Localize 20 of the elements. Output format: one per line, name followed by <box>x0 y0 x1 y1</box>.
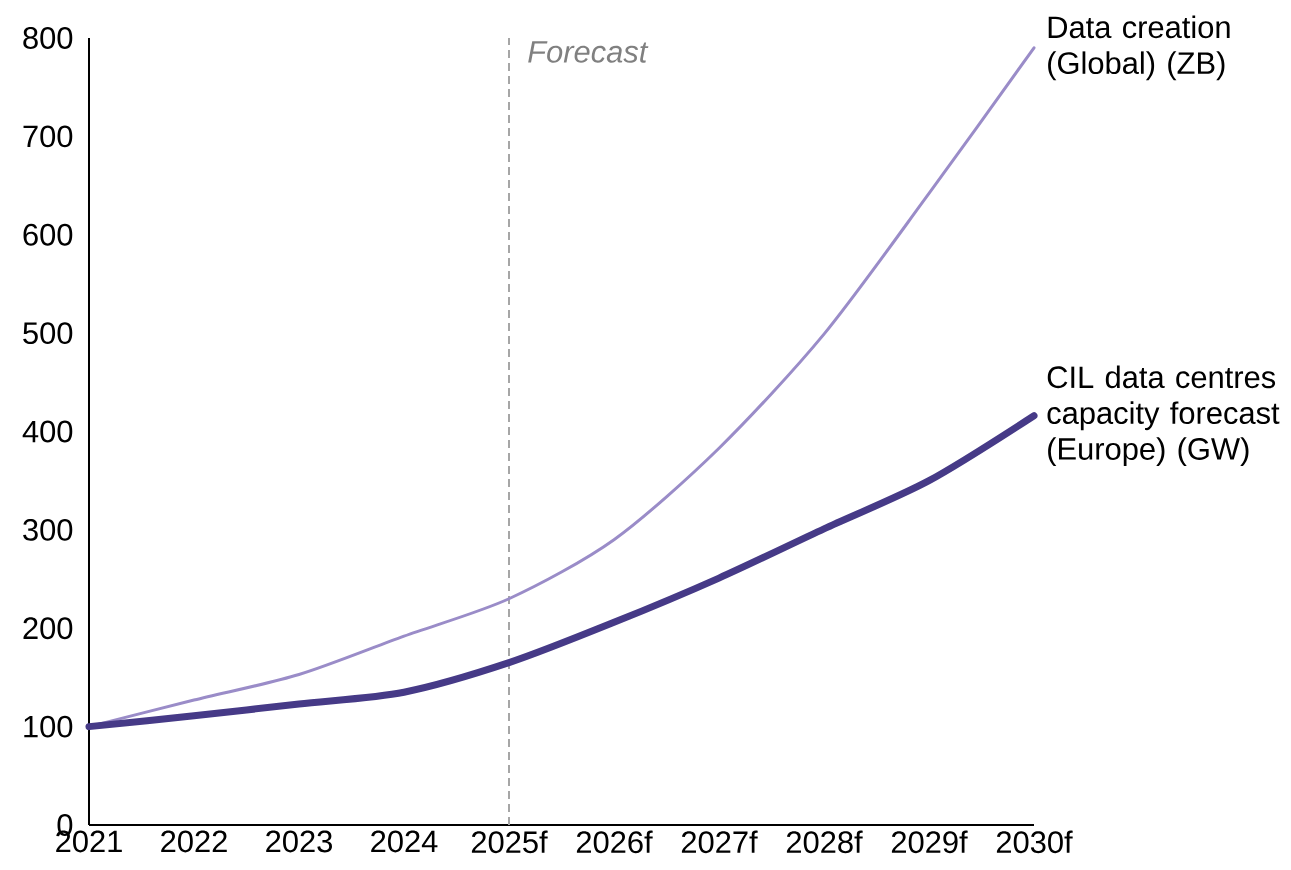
y-tick-label: 100 <box>24 715 73 738</box>
x-tick-label: 2025f <box>471 830 548 854</box>
x-tick-label: 2027f <box>681 830 758 854</box>
x-tick-label: 2028f <box>786 830 863 854</box>
y-tick-label: 600 <box>23 223 73 246</box>
x-tick-label: 2026f <box>576 830 653 854</box>
y-tick-label: 500 <box>23 322 73 345</box>
x-tick-label: 2030f <box>996 830 1073 854</box>
x-tick-label: 2022 <box>161 830 227 853</box>
ref-line-label: Forecast <box>528 41 649 63</box>
y-tick-label: 800 <box>23 27 73 49</box>
x-tick-label: 2024 <box>371 830 438 853</box>
y-tick-label: 200 <box>23 617 73 640</box>
y-tick-label: 700 <box>23 125 73 148</box>
x-tick-label: 2023 <box>266 830 332 853</box>
series-label: Data creation (Global) (ZB) <box>1048 15 1230 81</box>
y-tick-label: 400 <box>22 420 73 443</box>
series-label: CIL data centres capacity forecast (Europe) (GW) <box>1047 365 1280 467</box>
y-tick-label: 300 <box>23 518 73 541</box>
x-tick-label: 2029f <box>891 830 968 854</box>
